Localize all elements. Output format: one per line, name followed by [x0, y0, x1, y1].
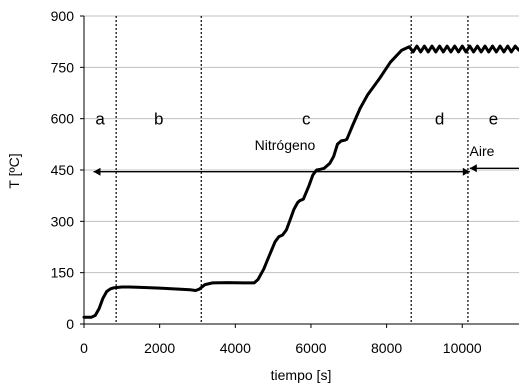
y-tick-label: 450: [51, 162, 75, 178]
arrow-head: [462, 167, 470, 176]
region-labels: a b c d e: [95, 110, 498, 129]
x-tick-label: 2000: [144, 340, 175, 356]
y-tick-label: 900: [51, 8, 75, 24]
y-axis-title: T [ºC]: [6, 153, 22, 188]
x-tick-label: 6000: [295, 340, 326, 356]
arrow-head: [469, 164, 477, 173]
grid: [84, 15, 519, 274]
region-label-b: b: [154, 110, 163, 129]
region-label-d: d: [435, 110, 444, 129]
nitrogen-label: Nitrógeno: [255, 137, 316, 153]
region-label-e: e: [489, 110, 498, 129]
region-boundaries: [115, 16, 469, 324]
y-tick-label: 750: [51, 59, 75, 75]
x-tick-labels: 0 2000 4000 6000 8000 10000: [80, 340, 482, 356]
axes: [80, 15, 519, 328]
air-label: Aire: [470, 143, 495, 159]
arrow-head: [93, 167, 101, 176]
x-tick-label: 10000: [443, 340, 482, 356]
y-tick-labels: 0 150 300 450 600 750 900: [51, 8, 75, 332]
temperature-line: [82, 44, 519, 319]
x-tick-label: 8000: [371, 340, 402, 356]
region-label-c: c: [302, 110, 311, 129]
x-tick-label: 4000: [220, 340, 251, 356]
y-tick-label: 300: [51, 213, 75, 229]
y-tick-label: 600: [51, 111, 75, 127]
x-tick-label: 0: [80, 340, 88, 356]
y-tick-label: 0: [66, 316, 74, 332]
region-label-a: a: [95, 110, 105, 129]
x-axis-title: tiempo [s]: [271, 367, 332, 383]
y-tick-label: 150: [51, 265, 75, 281]
gas-arrows: [93, 164, 519, 176]
